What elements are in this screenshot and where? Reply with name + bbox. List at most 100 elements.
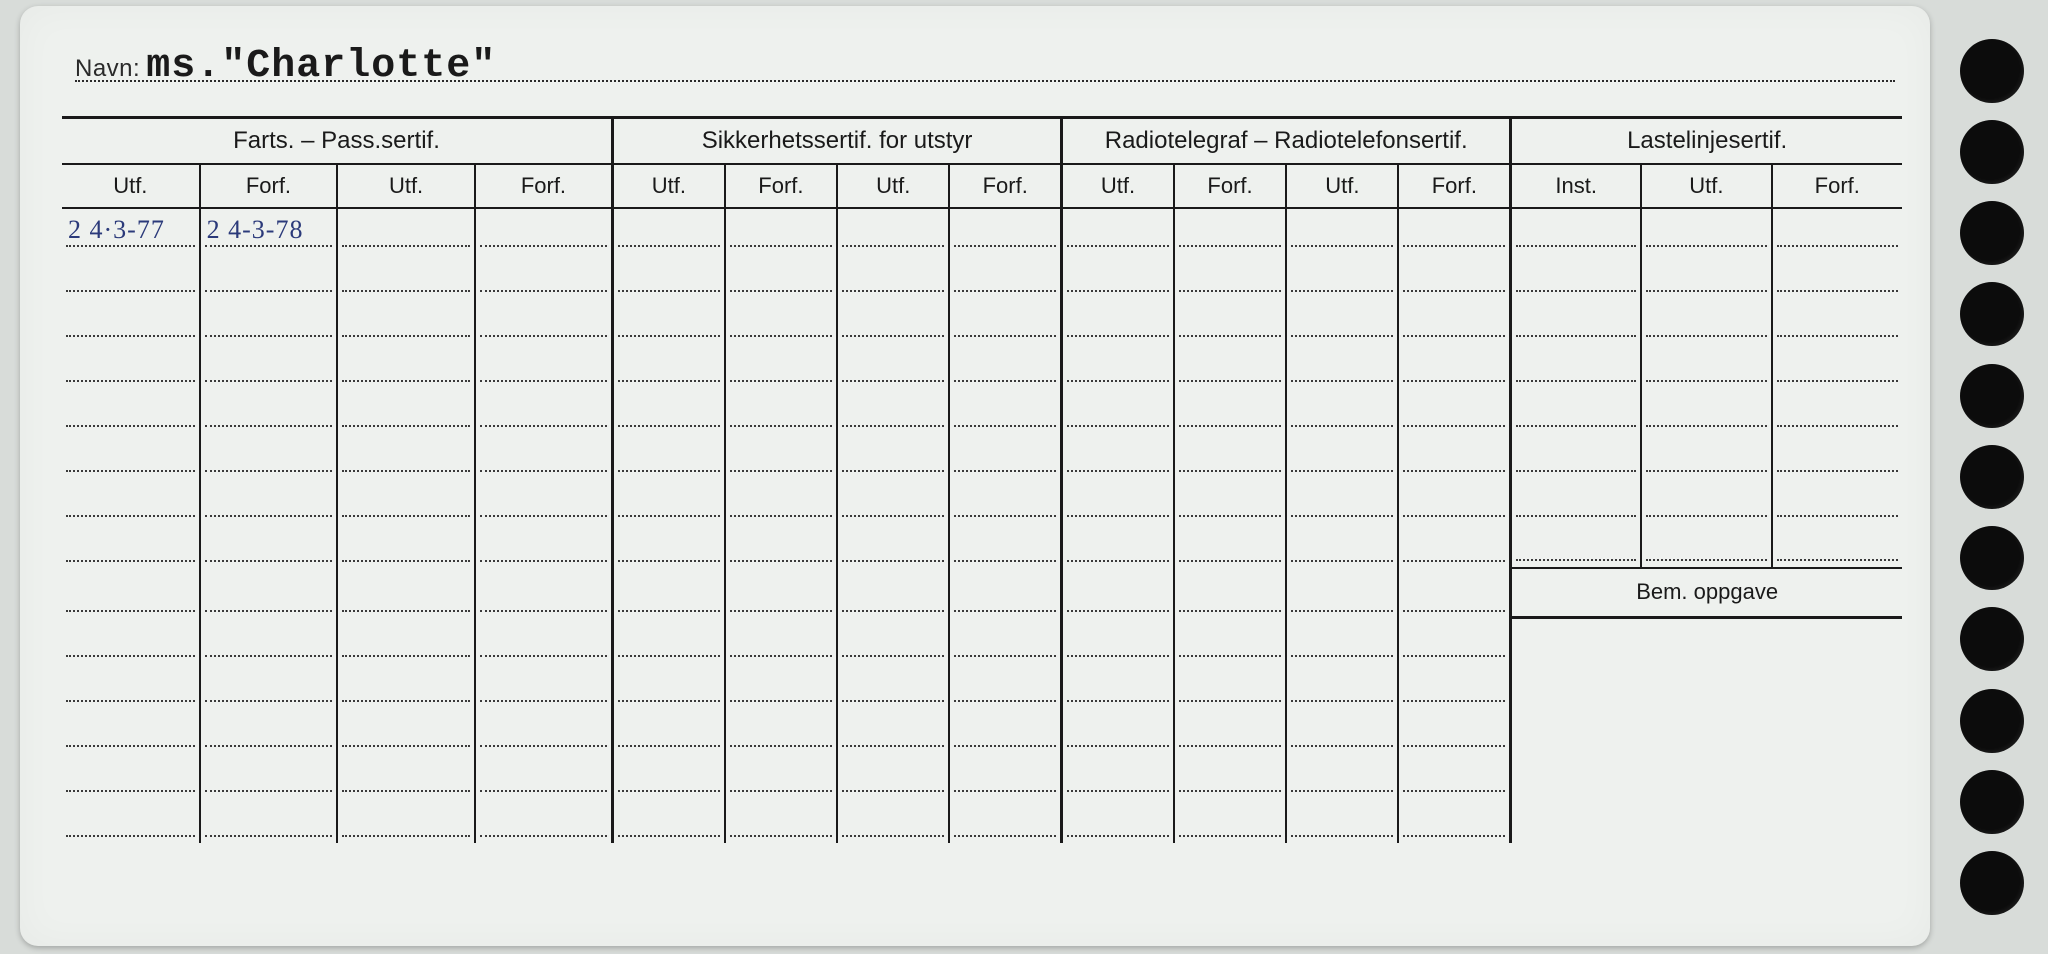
cell — [613, 708, 725, 753]
cell — [1772, 388, 1902, 433]
cell — [837, 618, 949, 663]
cell — [1174, 208, 1286, 253]
cell — [62, 433, 200, 478]
navn-value: ms."Charlotte" — [146, 44, 496, 91]
group-radio: Radiotelegraf – Radiotelefonsertif. — [1062, 118, 1511, 164]
cell — [949, 208, 1061, 253]
binder-holes — [1946, 0, 2036, 954]
cell — [613, 618, 725, 663]
cell — [613, 208, 725, 253]
table-row — [62, 798, 1902, 843]
cell — [949, 433, 1061, 478]
cell: 2 4-3-78 — [200, 208, 338, 253]
table-row — [62, 708, 1902, 753]
cell — [62, 568, 200, 618]
cell — [1174, 388, 1286, 433]
cell — [200, 298, 338, 343]
cell — [337, 298, 475, 343]
col-utf: Utf. — [1062, 164, 1174, 208]
cell — [837, 568, 949, 618]
cell — [200, 478, 338, 523]
bem-cell — [1511, 708, 1902, 753]
cell — [1174, 618, 1286, 663]
hole-icon — [1960, 607, 2024, 671]
cell — [475, 568, 613, 618]
cell — [1398, 343, 1510, 388]
cell — [1511, 388, 1641, 433]
cell — [725, 798, 837, 843]
cell — [475, 753, 613, 798]
col-forf: Forf. — [949, 164, 1061, 208]
cell — [837, 523, 949, 568]
cell — [1398, 663, 1510, 708]
cell — [62, 708, 200, 753]
cell — [1286, 568, 1398, 618]
cell — [475, 523, 613, 568]
cell — [1398, 618, 1510, 663]
cell — [949, 343, 1061, 388]
cell — [1062, 753, 1174, 798]
cell — [613, 388, 725, 433]
bem-row: Bem. oppgave — [62, 568, 1902, 618]
cell — [837, 478, 949, 523]
cell — [613, 433, 725, 478]
cell — [1772, 208, 1902, 253]
cell — [337, 208, 475, 253]
cell — [725, 708, 837, 753]
cell — [837, 253, 949, 298]
bem-cell — [1511, 798, 1902, 843]
header-row-sub: Utf. Forf. Utf. Forf. Utf. Forf. Utf. Fo… — [62, 164, 1902, 208]
cell — [1641, 523, 1771, 568]
col-utf: Utf. — [337, 164, 475, 208]
cell — [1772, 343, 1902, 388]
cell — [1511, 343, 1641, 388]
cell — [1286, 663, 1398, 708]
cell — [337, 753, 475, 798]
table-wrap: Farts. – Pass.sertif. Sikkerhetssertif. … — [62, 116, 1902, 843]
cell — [200, 618, 338, 663]
handwritten-date: 2 4·3-77 — [68, 215, 165, 245]
hole-icon — [1960, 445, 2024, 509]
cell — [337, 798, 475, 843]
hole-icon — [1960, 770, 2024, 834]
table-row — [62, 478, 1902, 523]
hole-icon — [1960, 201, 2024, 265]
cell — [725, 618, 837, 663]
table-row — [62, 388, 1902, 433]
col-inst: Inst. — [1511, 164, 1641, 208]
hole-icon — [1960, 526, 2024, 590]
cell — [200, 253, 338, 298]
cell — [725, 208, 837, 253]
cell — [1062, 798, 1174, 843]
cell — [1062, 208, 1174, 253]
table-row — [62, 523, 1902, 568]
cell — [1772, 433, 1902, 478]
cell — [475, 478, 613, 523]
cell — [475, 708, 613, 753]
cell — [337, 663, 475, 708]
hole-icon — [1960, 120, 2024, 184]
bem-cell — [1511, 663, 1902, 708]
col-utf: Utf. — [62, 164, 200, 208]
cell — [62, 523, 200, 568]
cell — [1398, 253, 1510, 298]
handwritten-date: 2 4-3-78 — [207, 215, 304, 245]
cell — [725, 568, 837, 618]
cell — [62, 298, 200, 343]
col-forf: Forf. — [1174, 164, 1286, 208]
cell — [1286, 253, 1398, 298]
cell — [1286, 708, 1398, 753]
group-sikkerhet: Sikkerhetssertif. for utstyr — [613, 118, 1062, 164]
table-row — [62, 343, 1902, 388]
col-forf: Forf. — [1398, 164, 1510, 208]
table-row — [62, 433, 1902, 478]
cell — [837, 753, 949, 798]
cell — [949, 478, 1061, 523]
cell — [337, 523, 475, 568]
cell — [475, 433, 613, 478]
cell — [1062, 478, 1174, 523]
record-card: Navn: ms."Charlotte" Farts. – Pass.serti… — [20, 6, 1930, 946]
cell — [200, 753, 338, 798]
col-forf: Forf. — [475, 164, 613, 208]
cell — [1772, 478, 1902, 523]
